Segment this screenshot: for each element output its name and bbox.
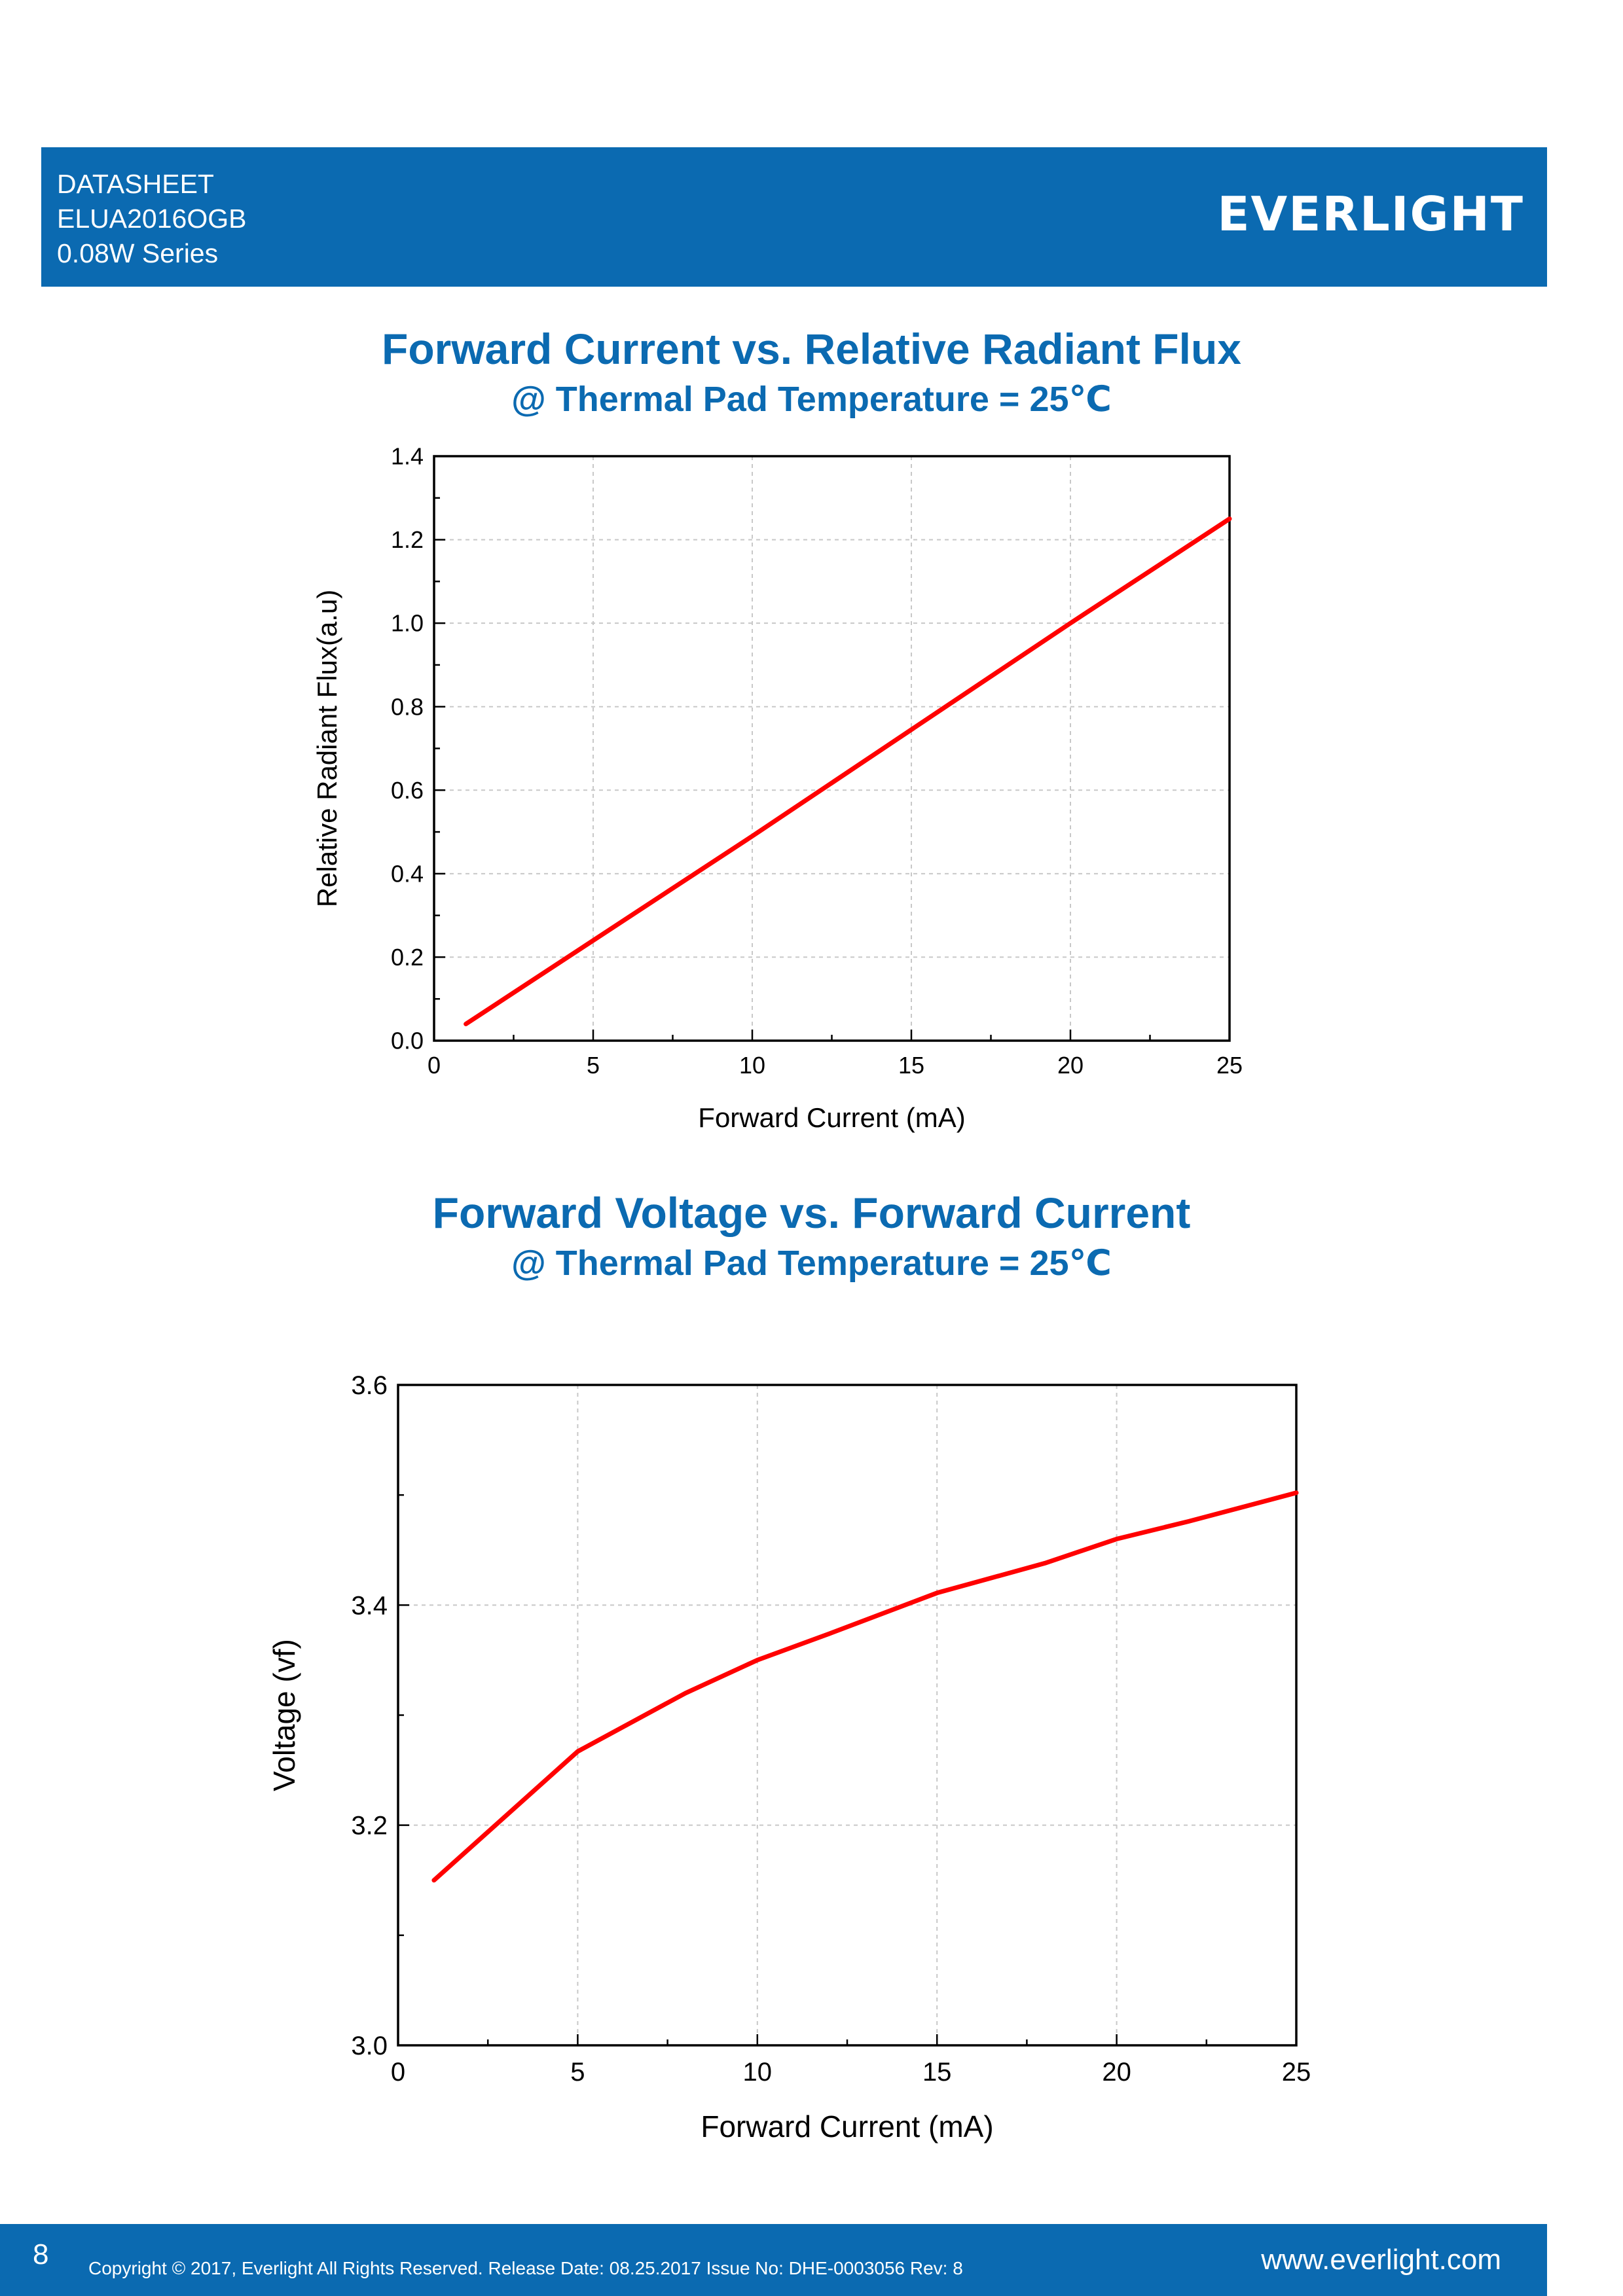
y-axis-label: Voltage (vf) (267, 1639, 301, 1791)
y-tick-label: 3.0 (351, 2032, 388, 2060)
y-tick-label: 1.0 (391, 610, 424, 637)
y-tick-label: 1.2 (391, 526, 424, 553)
series-name: 0.08W Series (57, 238, 219, 268)
x-tick-label: 15 (922, 2058, 952, 2087)
y-tick-label: 1.4 (391, 443, 424, 470)
x-tick-label: 25 (1282, 2058, 1311, 2087)
x-tick-label: 5 (570, 2058, 585, 2087)
copyright-text: Copyright © 2017, Everlight All Rights R… (88, 2258, 963, 2278)
everlight-logo: EVERLIGHT (1217, 187, 1524, 242)
chart2-plot: 0 5 10 15 20 25 3.0 3.2 3.4 3.6 Forward Current (m… (267, 1371, 1311, 2144)
x-tick-label: 20 (1102, 2058, 1131, 2087)
x-tick-label: 5 (587, 1052, 600, 1079)
y-tick-label: 3.6 (351, 1371, 388, 1400)
chart2-title: Forward Voltage vs. Forward Current (432, 1189, 1191, 1237)
website-link[interactable]: www.everlight.com (1261, 2244, 1501, 2276)
x-tick-label: 10 (743, 2058, 773, 2087)
chart1-plot: 0 5 10 15 20 25 0.0 0.2 0.4 0.6 0.8 1.0 1.2 1.4 Forwar… (312, 443, 1243, 1133)
x-tick-label: 20 (1057, 1052, 1084, 1079)
chart1-title: Forward Current vs. Relative Radiant Flu… (382, 325, 1241, 373)
y-tick-label: 0.0 (391, 1028, 424, 1054)
y-tick-label: 0.6 (391, 777, 424, 804)
page-number: 8 (33, 2238, 49, 2270)
plot-frame (397, 1384, 1298, 2047)
x-axis-label: Forward Current (mA) (698, 1102, 965, 1133)
series-line-0 (431, 1490, 1299, 1883)
chart2-subtitle: @ Thermal Pad Temperature = 25℃ (511, 1244, 1112, 1283)
header-text: DATASHEET ELUA2016OGB 0.08W Series (57, 167, 246, 271)
y-tick-label: 0.2 (391, 944, 424, 971)
y-tick-label: 3.4 (351, 1591, 388, 1620)
x-tick-label: 25 (1216, 1052, 1243, 1079)
series-line-0 (464, 516, 1232, 1026)
doc-type: DATASHEET (57, 169, 214, 199)
x-axis-label: Forward Current (mA) (701, 2109, 993, 2144)
header-bar: DATASHEET ELUA2016OGB 0.08W Series EVERL… (41, 147, 1547, 287)
y-axis-label: Relative Radiant Flux(a.u) (312, 590, 342, 908)
plot-frame (433, 455, 1231, 1042)
x-tick-label: 0 (428, 1052, 441, 1079)
footer-bar: 8 Copyright © 2017, Everlight All Rights… (0, 2224, 1547, 2296)
x-tick-label: 10 (739, 1052, 765, 1079)
y-tick-label: 0.4 (391, 860, 424, 887)
y-tick-label: 3.2 (351, 1812, 388, 1840)
part-number: ELUA2016OGB (57, 204, 247, 234)
chart1-subtitle: @ Thermal Pad Temperature = 25℃ (511, 380, 1112, 419)
x-tick-label: 0 (391, 2058, 405, 2087)
x-tick-label: 15 (898, 1052, 924, 1079)
y-tick-label: 0.8 (391, 693, 424, 720)
